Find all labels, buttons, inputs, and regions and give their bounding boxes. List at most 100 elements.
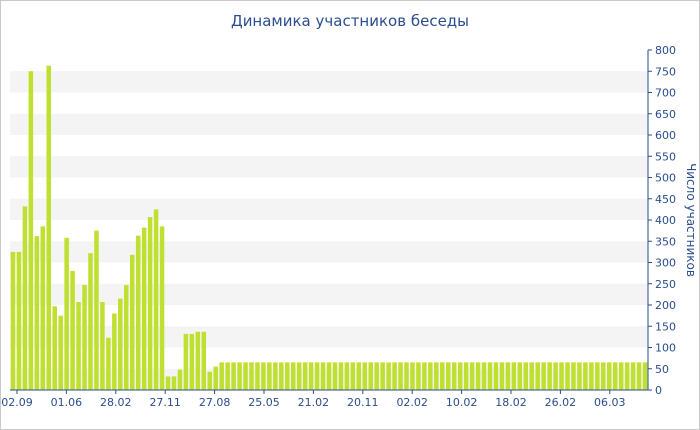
bar: [374, 362, 379, 390]
bar: [195, 331, 201, 390]
y-tick-label: 500: [655, 172, 676, 185]
bar: [410, 362, 415, 390]
bar: [231, 362, 236, 390]
bar: [308, 362, 314, 390]
bar: [165, 376, 171, 390]
bar: [511, 362, 517, 390]
y-tick-label: 600: [655, 129, 676, 142]
bar: [624, 362, 630, 390]
y-tick-label: 100: [655, 342, 676, 355]
bar: [529, 362, 534, 390]
x-tick-label: 25.05: [248, 396, 280, 409]
x-tick-label: 21.02: [298, 396, 330, 409]
bar: [124, 285, 129, 390]
bar: [583, 362, 588, 390]
x-tick-labels: 02.09 01.06 28.02 27.11 27.08 25.05 21.02 20.11…: [1, 396, 625, 409]
y-tick-label: 550: [655, 150, 676, 163]
y-tick-labels: 0 50 100 150 200 250 300 350 400 450 500 550 600 650 7…: [655, 44, 676, 397]
bar: [100, 302, 105, 390]
bar: [350, 362, 356, 390]
grid-band: [10, 71, 648, 93]
bar: [487, 362, 493, 390]
bar: [481, 362, 487, 390]
x-tick-label: 28.02: [100, 396, 132, 409]
x-tick-label: 01.06: [51, 396, 83, 409]
bar: [428, 362, 433, 390]
bar: [207, 371, 213, 390]
bar: [636, 362, 642, 390]
bar: [523, 362, 529, 390]
bar: [76, 302, 81, 390]
bar: [392, 362, 397, 390]
bar: [213, 366, 218, 390]
bar: [219, 362, 224, 390]
bar: [189, 333, 195, 390]
bar: [129, 254, 135, 390]
bar: [273, 362, 278, 390]
bar: [541, 362, 546, 390]
bar: [64, 237, 69, 390]
x-tick-label: 27.08: [199, 396, 231, 409]
bar: [571, 362, 576, 390]
grid-band: [10, 326, 648, 348]
bar: [46, 65, 52, 390]
grid-band: [10, 283, 648, 305]
bar: [565, 362, 570, 390]
bar: [255, 362, 260, 390]
bar: [601, 362, 606, 390]
bar: [58, 315, 63, 390]
bar: [40, 226, 46, 390]
bar: [469, 362, 475, 390]
bar: [463, 362, 469, 390]
bar: [493, 362, 499, 390]
bar: [237, 362, 242, 390]
bar: [88, 253, 93, 390]
bar: [112, 313, 117, 390]
bar: [356, 362, 362, 390]
y-tick-label: 200: [655, 299, 676, 312]
bar: [177, 369, 183, 390]
y-tick-label: 50: [655, 363, 669, 376]
bar: [451, 362, 457, 390]
bar: [380, 362, 385, 390]
bar: [159, 226, 165, 390]
bar: [630, 362, 636, 390]
bar: [290, 362, 296, 390]
bar: [141, 227, 147, 390]
axes: [10, 49, 652, 394]
bar: [296, 362, 302, 390]
bar: [577, 362, 582, 390]
bar: [416, 362, 421, 390]
bar: [22, 206, 28, 390]
x-tick-label: 06.03: [594, 396, 626, 409]
y-tick-label: 150: [655, 320, 676, 333]
x-tick-label: 02.09: [1, 396, 33, 409]
y-tick-label: 650: [655, 108, 676, 121]
y-axis-label: Число участников: [684, 163, 698, 277]
grid-band: [10, 198, 648, 220]
bar: [16, 251, 22, 390]
bar: [267, 362, 272, 390]
bar: [320, 362, 326, 390]
grid-band: [10, 241, 648, 263]
bar: [82, 285, 87, 390]
bar: [118, 298, 123, 390]
x-tick-label: 02.02: [396, 396, 428, 409]
bar: [183, 333, 189, 390]
bar: [70, 271, 75, 390]
bar: [517, 362, 523, 390]
bar: [344, 362, 350, 390]
x-tick-label: 26.02: [545, 396, 577, 409]
bar: [547, 362, 552, 390]
bar: [386, 362, 391, 390]
bar: [618, 362, 624, 390]
bar: [302, 362, 308, 390]
bar: [606, 362, 612, 390]
bar: [249, 362, 254, 390]
bar: [171, 376, 177, 390]
bar: [153, 209, 159, 390]
bar: [284, 362, 290, 390]
bar: [612, 362, 618, 390]
x-tick-label: 18.02: [495, 396, 527, 409]
